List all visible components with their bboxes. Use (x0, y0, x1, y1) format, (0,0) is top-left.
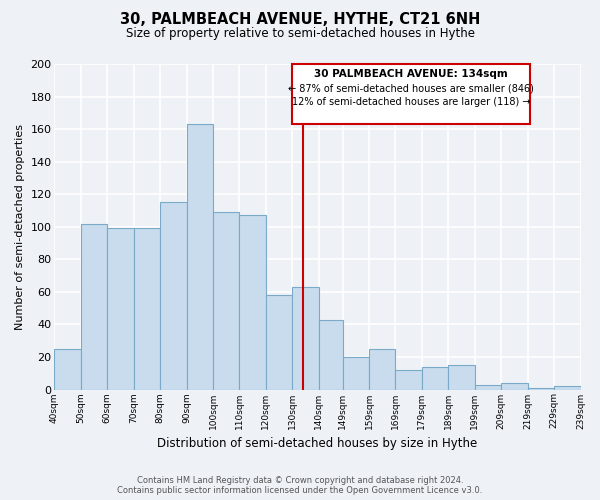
Text: 12% of semi-detached houses are larger (118) →: 12% of semi-detached houses are larger (… (292, 96, 530, 106)
Bar (107, 228, 134, 390)
Bar (213, 212, 239, 390)
Bar (395, 370, 422, 390)
Bar (343, 357, 369, 390)
Bar (134, 228, 160, 390)
Bar (475, 384, 501, 390)
Text: 30, PALMBEACH AVENUE, HYTHE, CT21 6NH: 30, PALMBEACH AVENUE, HYTHE, CT21 6NH (120, 12, 480, 28)
Bar (160, 202, 187, 390)
Bar (554, 386, 581, 390)
Bar (55, 349, 81, 390)
Bar (292, 287, 319, 390)
Bar (81, 224, 107, 390)
Text: 30 PALMBEACH AVENUE: 134sqm: 30 PALMBEACH AVENUE: 134sqm (314, 69, 508, 79)
Y-axis label: Number of semi-detached properties: Number of semi-detached properties (15, 124, 25, 330)
Bar (239, 216, 266, 390)
Text: Size of property relative to semi-detached houses in Hythe: Size of property relative to semi-detach… (125, 28, 475, 40)
Bar (527, 388, 554, 390)
Bar (266, 295, 292, 390)
Text: Contains HM Land Registry data © Crown copyright and database right 2024.
Contai: Contains HM Land Registry data © Crown c… (118, 476, 482, 495)
Bar (187, 124, 213, 390)
Bar (369, 349, 395, 390)
Bar (319, 320, 343, 390)
Bar (422, 366, 448, 390)
Bar (501, 383, 527, 390)
Bar (448, 365, 475, 390)
Text: ← 87% of semi-detached houses are smaller (846): ← 87% of semi-detached houses are smalle… (289, 84, 534, 94)
X-axis label: Distribution of semi-detached houses by size in Hythe: Distribution of semi-detached houses by … (157, 437, 478, 450)
FancyBboxPatch shape (292, 64, 530, 124)
